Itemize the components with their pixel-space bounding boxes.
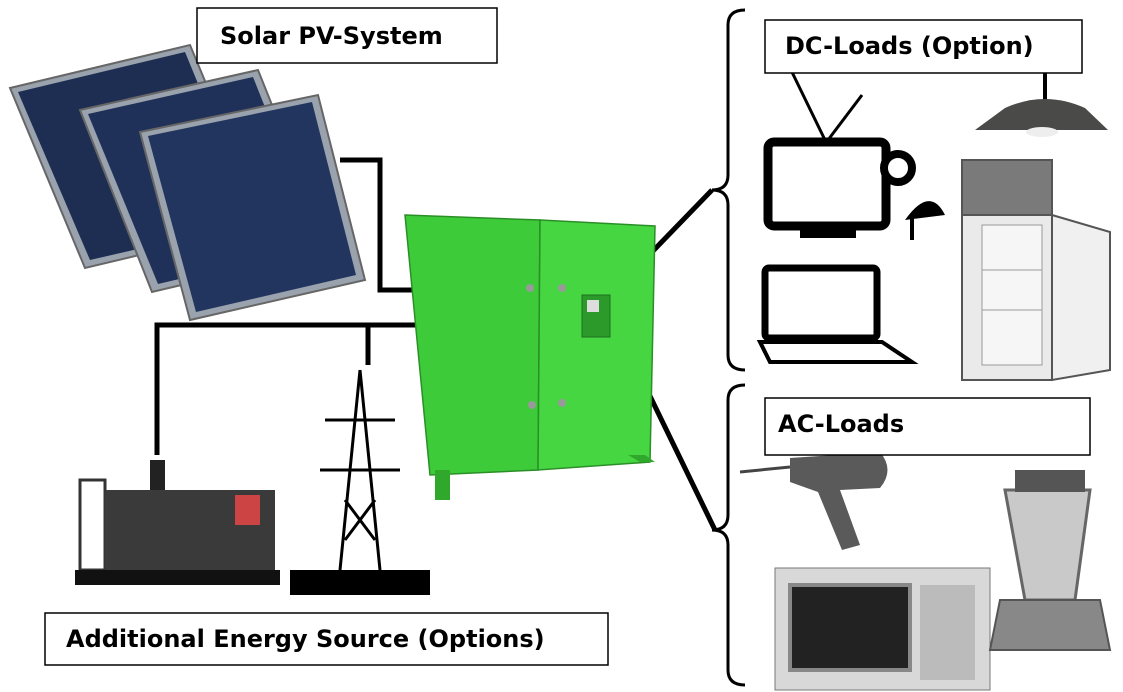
diagram: Solar PV-System DC-Loads (Option) AC-Loa…: [0, 0, 1123, 692]
ac-loads-label: AC-Loads: [778, 410, 904, 438]
braces: [712, 10, 745, 685]
solar-label: Solar PV-System: [220, 22, 443, 50]
solar-panels: [10, 45, 365, 320]
ac-load-icons: [740, 452, 1110, 690]
additional-label: Additional Energy Source (Options): [66, 625, 545, 653]
charge-controller-cabinet: [405, 215, 655, 500]
additional-source-icons: [75, 370, 430, 595]
dc-loads-label: DC-Loads (Option): [785, 32, 1034, 60]
dc-load-icons: [760, 55, 1110, 380]
